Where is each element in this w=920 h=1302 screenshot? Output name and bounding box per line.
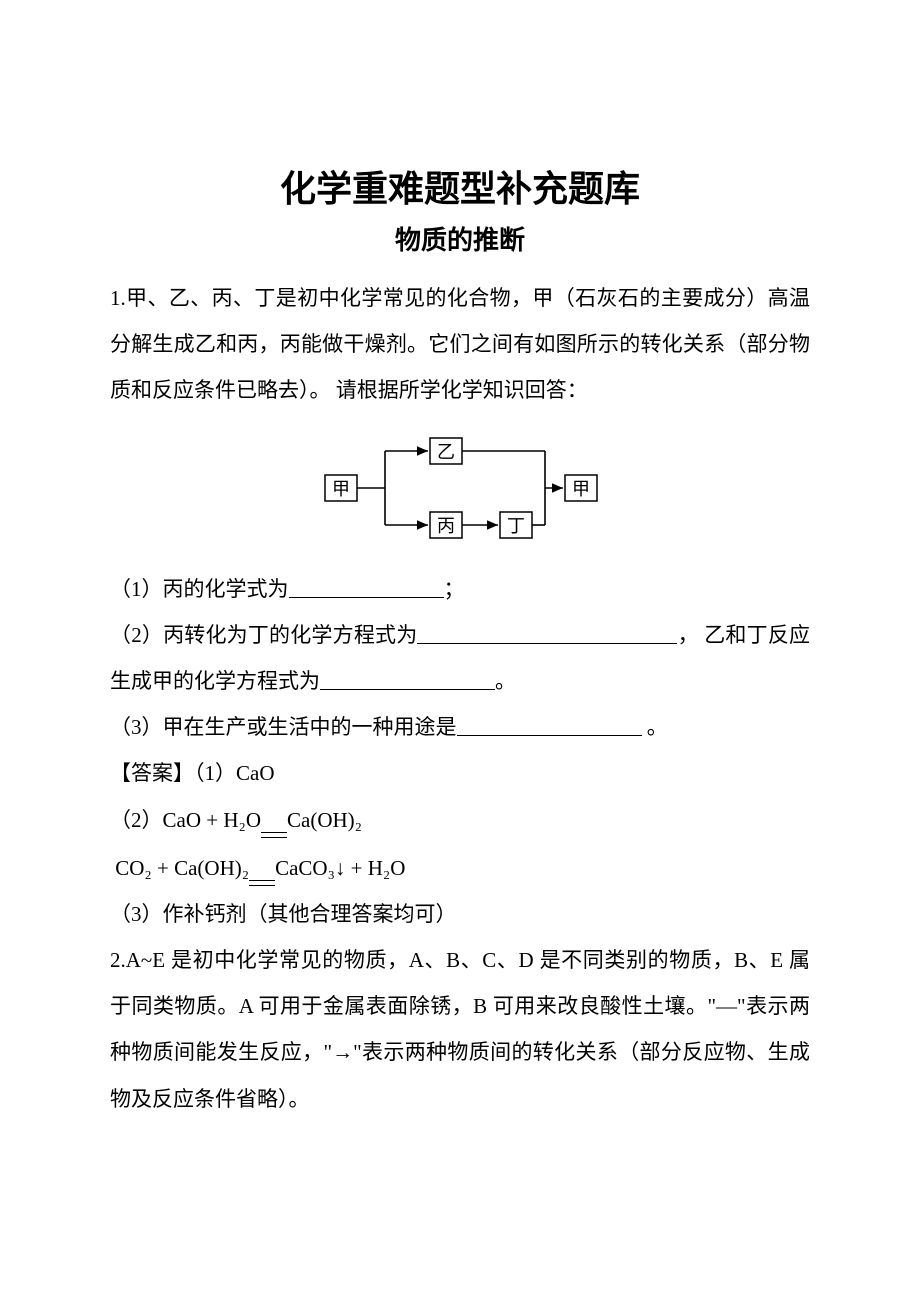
blank-field [289, 577, 444, 598]
eq1-lhs-a: CaO [163, 808, 202, 832]
q1-diagram: 甲 乙 丙 丁 甲 [110, 428, 810, 548]
q1-part1: （1）丙的化学式为 ； [110, 566, 810, 612]
q1-intro: 1.甲、乙、丙、丁是初中化学常见的化合物，甲（石灰石的主要成分）高温分解生成乙和… [110, 275, 810, 414]
node-jia-right-label: 甲 [572, 479, 590, 499]
q1-part3: （3）甲在生产或生活中的一种用途是 。 [110, 704, 810, 750]
eq2-rhs-b: H₂O [368, 856, 406, 880]
q1-p2-post: 。 [495, 669, 516, 693]
blank-field [457, 715, 642, 736]
node-ding-label: 丁 [507, 516, 525, 536]
page-title-sub: 物质的推断 [110, 220, 810, 257]
page-title-main: 化学重难题型补充题库 [110, 160, 810, 212]
blank-field [320, 669, 495, 690]
q1-ans1: 【答案】（1）CaO [110, 750, 810, 796]
q1-p1-pre: （1）丙的化学式为 [110, 577, 289, 601]
blank-field [417, 623, 677, 644]
q2-intro: 2.A~E 是初中化学常见的物质，A、B、C、D 是不同类别的物质，B、E 属于… [110, 937, 810, 1122]
q1-p3-post: 。 [642, 715, 668, 739]
eq1-rhs: Ca(OH)₂ [287, 808, 362, 832]
q1-ans2b: CO₂ + Ca(OH)₂CaCO₃↓ + H₂O [110, 845, 810, 891]
ans2-label: （2） [110, 808, 163, 832]
eq2-lhs-a: CO₂ [115, 856, 152, 880]
eq2-lhs-b: Ca(OH)₂ [174, 856, 249, 880]
q1-ans3: （3）作补钙剂（其他合理答案均可） [110, 891, 810, 937]
q1-p1-post: ； [444, 577, 465, 601]
eq2-rhs-a: CaCO₃↓ [275, 856, 345, 880]
q1-p3-pre: （3）甲在生产或生活中的一种用途是 [110, 715, 457, 739]
q1-p2-pre: （2）丙转化为丁的化学方程式为 [110, 623, 417, 647]
eq1-lhs-b: H₂O [223, 808, 261, 832]
node-bing-label: 丙 [437, 516, 455, 536]
node-yi-label: 乙 [437, 442, 455, 462]
flowchart-svg: 甲 乙 丙 丁 甲 [290, 428, 630, 548]
q1-part2: （2）丙转化为丁的化学方程式为， 乙和丁反应生成甲的化学方程式为。 [110, 612, 810, 704]
q1-ans2: （2）CaO + H₂OCa(OH)₂ [110, 797, 810, 843]
document-body: 1.甲、乙、丙、丁是初中化学常见的化合物，甲（石灰石的主要成分）高温分解生成乙和… [110, 275, 810, 1122]
node-jia-left-label: 甲 [332, 479, 350, 499]
